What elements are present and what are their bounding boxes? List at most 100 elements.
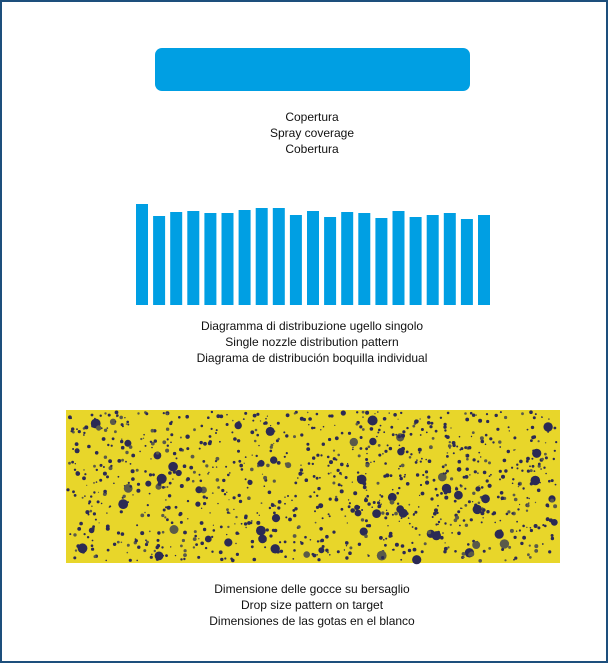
drop [162, 508, 166, 512]
drop [244, 478, 247, 481]
chart-caption: Diagramma di distribuzione ugello singol… [201, 319, 423, 333]
drop [110, 464, 113, 468]
drop [277, 500, 282, 504]
drop [348, 551, 352, 555]
drop [179, 447, 183, 452]
drop [489, 437, 493, 441]
drop [294, 507, 298, 511]
drop [143, 433, 145, 436]
drop [166, 444, 169, 447]
coverage-label: Copertura [285, 110, 339, 124]
drop [425, 480, 430, 485]
drop [84, 473, 87, 476]
drop [313, 491, 316, 494]
drop [74, 442, 79, 446]
drop [101, 437, 106, 441]
drop [411, 526, 414, 528]
drop [499, 539, 510, 549]
drop [401, 433, 405, 438]
drop [236, 439, 241, 443]
bar [170, 212, 183, 305]
drop [427, 459, 432, 464]
drop [88, 500, 92, 504]
drop [436, 511, 439, 515]
drop [315, 476, 319, 480]
drop [396, 491, 400, 495]
drop [166, 486, 169, 488]
drop [340, 484, 343, 487]
drop [415, 473, 420, 477]
drop [400, 517, 403, 519]
drop [550, 498, 555, 503]
drop [384, 543, 387, 547]
drop [82, 476, 86, 481]
drop [73, 494, 77, 497]
drop [277, 437, 280, 441]
drop [240, 468, 244, 471]
drop [381, 511, 385, 515]
drop [550, 479, 554, 483]
drop [465, 454, 467, 456]
drop [480, 486, 484, 489]
drop [321, 517, 324, 520]
drop [376, 435, 378, 438]
drop [91, 539, 94, 542]
drop [482, 516, 485, 519]
drop [400, 544, 405, 548]
drops-label: Dimensiones de las gotas en el blanco [209, 614, 415, 628]
drop [83, 431, 86, 435]
coverage-bar [155, 48, 470, 91]
drop [247, 496, 251, 501]
drop [120, 541, 123, 544]
drop [116, 540, 120, 544]
drop [303, 551, 311, 558]
bar [307, 211, 319, 305]
drop [202, 460, 206, 463]
drop-pattern [66, 410, 560, 565]
drop [172, 451, 177, 456]
drop [77, 527, 82, 531]
drop [326, 551, 329, 554]
drop [205, 464, 209, 468]
drop [312, 475, 316, 478]
drop [391, 433, 395, 437]
drop [457, 459, 462, 464]
drop [279, 541, 282, 544]
drop [407, 548, 412, 553]
drop [447, 444, 452, 448]
drop [217, 486, 221, 489]
drop [537, 526, 541, 530]
drop [93, 464, 96, 468]
drop [118, 502, 123, 506]
drop [211, 535, 214, 539]
drop [455, 515, 460, 520]
drop [207, 472, 210, 475]
drop [447, 546, 450, 549]
drop [522, 487, 525, 490]
drop [256, 512, 259, 514]
bar [443, 213, 456, 305]
drop [215, 432, 217, 434]
drop [284, 496, 286, 498]
drop [443, 422, 447, 426]
drop [548, 479, 551, 483]
drop [322, 425, 325, 428]
drop [276, 421, 280, 425]
drop [379, 424, 382, 427]
drop [268, 506, 272, 510]
drop [528, 497, 530, 500]
drop [243, 522, 248, 526]
drop [131, 477, 135, 481]
drop [457, 531, 461, 536]
drop [215, 478, 220, 482]
drop [90, 495, 93, 498]
drop [319, 527, 323, 531]
drop [364, 498, 368, 503]
drop [383, 431, 386, 434]
drop [226, 491, 228, 493]
drop [128, 558, 132, 562]
drop [429, 445, 433, 450]
drop [153, 439, 157, 443]
drop [543, 466, 546, 469]
drop [478, 418, 483, 423]
